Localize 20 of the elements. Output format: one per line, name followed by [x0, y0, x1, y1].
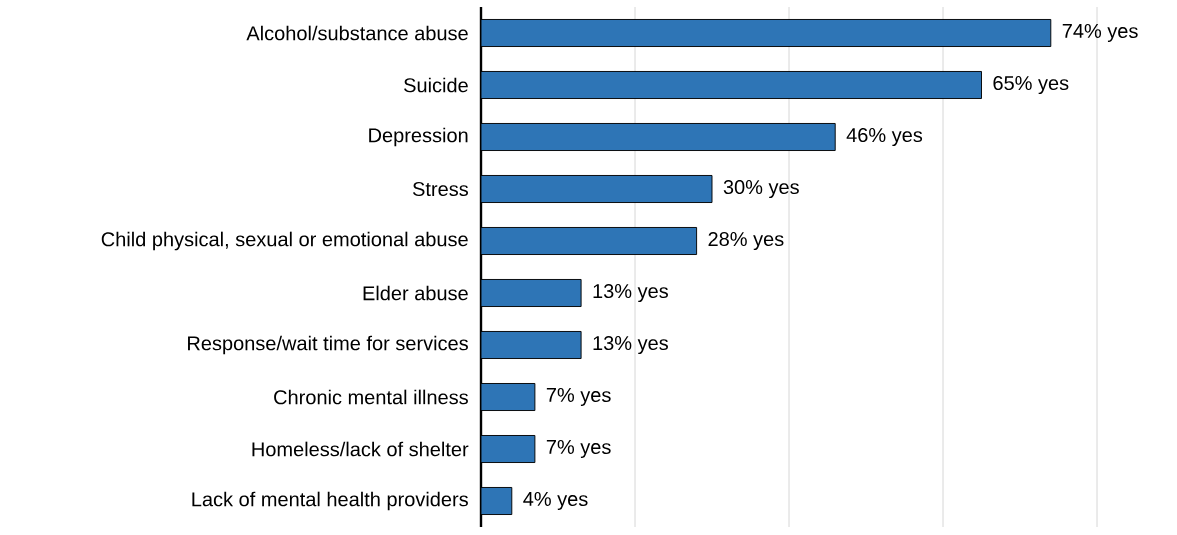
y-tick-label: Elder abuse [363, 285, 468, 301]
y-tick-label: Alcohol/substance abuse [246, 25, 468, 41]
data-label: 28% yes [708, 231, 784, 251]
data-label: 65% yes [993, 75, 1069, 95]
data-label: 4% yes [523, 492, 588, 511]
y-tick-label: Chronic mental illness [274, 389, 468, 405]
data-label: 30% yes [723, 179, 799, 199]
y-tick-label: Homeless/lack of shelter [252, 441, 469, 457]
y-tick-label: Child physical, sexual or emotional abuse [101, 231, 468, 251]
y-tick-label: Depression [369, 127, 468, 147]
data-label: 7% yes [546, 388, 611, 407]
y-tick-label: Response/wait time for services [188, 335, 468, 355]
y-tick-label: Lack of mental health providers [192, 491, 468, 511]
y-tick-label: Stress [412, 181, 468, 197]
data-label: 7% yes [546, 440, 611, 459]
data-label: 74% yes [1062, 24, 1138, 42]
data-label: 13% yes [593, 335, 668, 355]
y-tick-label: Suicide [404, 77, 468, 93]
data-label: 13% yes [593, 283, 668, 303]
data-label: 46% yes [846, 127, 923, 147]
